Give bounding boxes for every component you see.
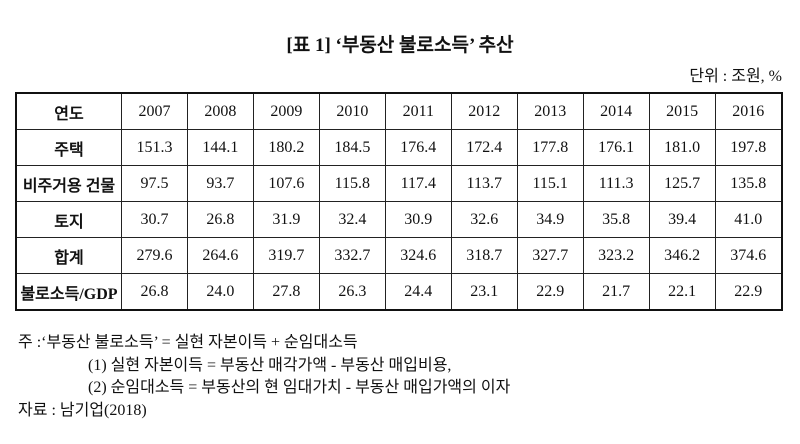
table-row: 토지 30.7 26.8 31.9 32.4 30.9 32.6 34.9 35.8 39.4 41…: [15, 201, 783, 238]
data-table: 연도 2007 2008 2009 2010 2011 2012 2013 2014 2015 20…: [15, 92, 783, 311]
row-header: 주택: [15, 129, 122, 166]
table-cell: 24.0: [186, 273, 254, 311]
row-header: 연도: [15, 92, 122, 130]
note-line: 주 :‘부동산 불로소득’ = 실현 자본이득 + 순임대소득: [18, 334, 358, 351]
table-cell: 23.1: [450, 273, 518, 311]
header-cell: 2011: [384, 92, 452, 130]
table-cell: 319.7: [252, 237, 320, 274]
table-cell: 318.7: [450, 237, 518, 274]
row-header: 비주거용 건물: [15, 165, 122, 202]
table-cell: 21.7: [582, 273, 650, 311]
table-cell: 151.3: [121, 129, 188, 166]
table-cell: 24.4: [384, 273, 452, 311]
note-line: (2) 순임대소득 = 부동산의 현 임대가치 - 부동산 매입가액의 이자: [88, 379, 511, 396]
table-cell: 97.5: [121, 165, 188, 202]
header-cell: 2014: [582, 92, 650, 130]
header-cell: 2015: [648, 92, 716, 130]
notes: 주 :‘부동산 불로소득’ = 실현 자본이득 + 순임대소득 (1) 실현 자본…: [18, 332, 510, 422]
table-cell: 125.7: [648, 165, 716, 202]
row-header: 토지: [15, 201, 122, 238]
table-row: 비주거용 건물 97.5 93.7 107.6 115.8 117.4 113.7 115.1…: [15, 165, 783, 202]
table-cell: 144.1: [186, 129, 254, 166]
header-cell: 2016: [714, 92, 783, 130]
table-cell: 22.9: [714, 273, 783, 311]
table-cell: 332.7: [318, 237, 386, 274]
header-cell: 2013: [516, 92, 584, 130]
header-cell: 2010: [318, 92, 386, 130]
table-cell: 26.8: [186, 201, 254, 238]
note-line: (1) 실현 자본이득 = 부동산 매각가액 - 부동산 매입비용,: [88, 356, 452, 374]
table-cell: 135.8: [714, 165, 783, 202]
header-cell: 2009: [252, 92, 320, 130]
header-row: 연도 2007 2008 2009 2010 2011 2012 2013 2014 2015 20…: [15, 92, 783, 130]
header-cell: 2012: [450, 92, 518, 130]
table-cell: 117.4: [384, 165, 452, 202]
table-cell: 27.8: [252, 273, 320, 311]
table-cell: 177.8: [516, 129, 584, 166]
table-cell: 111.3: [582, 165, 650, 202]
row-header: 불로소득/GDP: [15, 273, 122, 311]
header-cell: 2007: [121, 92, 188, 130]
table-cell: 31.9: [252, 201, 320, 238]
table-cell: 176.1: [582, 129, 650, 166]
table-cell: 30.7: [121, 201, 188, 238]
table-cell: 323.2: [582, 237, 650, 274]
note-line: 자료 : 남기업(2018): [18, 401, 147, 419]
table-cell: 35.8: [582, 201, 650, 238]
table-cell: 41.0: [714, 201, 783, 238]
table-cell: 34.9: [516, 201, 584, 238]
table-cell: 115.8: [318, 165, 386, 202]
table-cell: 180.2: [252, 129, 320, 166]
row-header: 합계: [15, 237, 122, 274]
table-cell: 39.4: [648, 201, 716, 238]
title: [표 1] ‘부동산 불로소득’ 추산: [286, 35, 514, 56]
table-cell: 22.9: [516, 273, 584, 311]
table-cell: 115.1: [516, 165, 584, 202]
table-cell: 279.6: [121, 237, 188, 274]
table-cell: 93.7: [186, 165, 254, 202]
table-cell: 26.8: [121, 273, 188, 311]
table-row: 합계 279.6 264.6 319.7 332.7 324.6 318.7 327.7 323…: [15, 237, 783, 274]
table-cell: 172.4: [450, 129, 518, 166]
table-row: 불로소득/GDP 26.8 24.0 27.8 26.3 24.4 23.1 22.9 21.7…: [15, 273, 783, 311]
table-cell: 113.7: [450, 165, 518, 202]
table-cell: 324.6: [384, 237, 452, 274]
table-cell: 197.8: [714, 129, 783, 166]
table-cell: 176.4: [384, 129, 452, 166]
table-cell: 184.5: [318, 129, 386, 166]
table-cell: 32.4: [318, 201, 386, 238]
table-cell: 26.3: [318, 273, 386, 311]
table-cell: 327.7: [516, 237, 584, 274]
table-row: 주택 151.3 144.1 180.2 184.5 176.4 172.4 177.8 176…: [15, 129, 783, 166]
unit-label: 단위 : 조원, %: [689, 68, 782, 85]
header-cell: 2008: [186, 92, 254, 130]
table-cell: 32.6: [450, 201, 518, 238]
table-cell: 107.6: [252, 165, 320, 202]
table-cell: 22.1: [648, 273, 716, 311]
table-cell: 30.9: [384, 201, 452, 238]
table-cell: 264.6: [186, 237, 254, 274]
table-cell: 374.6: [714, 237, 783, 274]
table-cell: 181.0: [648, 129, 716, 166]
table-cell: 346.2: [648, 237, 716, 274]
